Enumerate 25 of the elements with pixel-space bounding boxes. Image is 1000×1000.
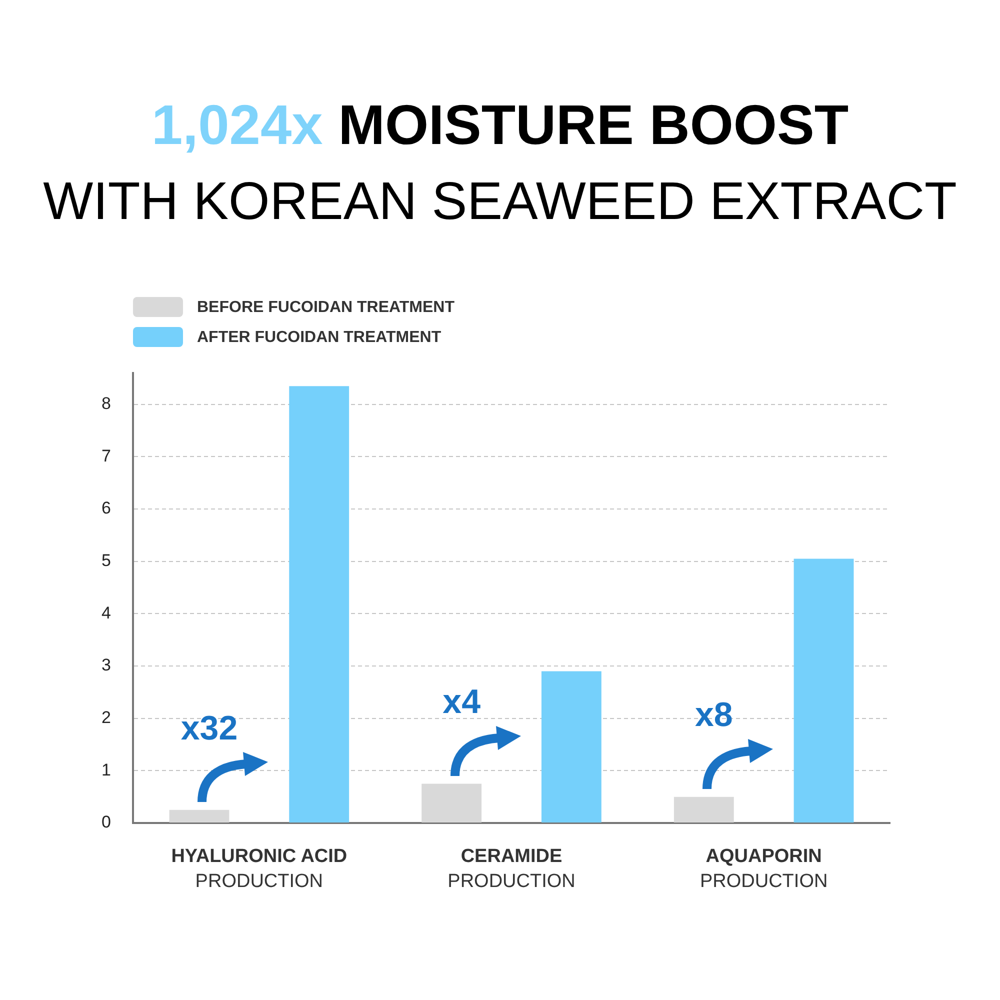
y-tick-label: 4 — [102, 603, 111, 622]
y-tick-label: 6 — [102, 498, 111, 518]
y-tick-label: 2 — [102, 708, 111, 728]
x-tick-label: HYALURONIC ACID PRODUCTION — [171, 846, 348, 892]
x-tick-label: CERAMIDE PRODUCTION — [448, 846, 576, 892]
annotation: x32 — [180, 709, 238, 748]
y-tick-label: 1 — [102, 760, 111, 780]
bar — [422, 784, 482, 822]
x-tick-label: AQUAPORIN PRODUCTION — [700, 846, 828, 892]
bar — [541, 671, 602, 822]
y-tick-label: 3 — [102, 656, 111, 675]
annotation: x8 — [694, 696, 733, 734]
chart-subtitle: WITH KOREAN SEAWEED EXTRACT — [42, 171, 958, 233]
bar — [674, 796, 734, 822]
chart-title: 1,024x MOISTURE BOOST — [150, 93, 850, 157]
legend-label: AFTER FUCOIDAN TREATMENT — [197, 328, 442, 346]
y-tick-label: 5 — [102, 551, 111, 570]
bar — [794, 558, 854, 822]
bar — [289, 386, 350, 822]
y-tick-label: 8 — [102, 394, 111, 414]
legend-label: BEFORE FUCOIDAN TREATMENT — [197, 298, 455, 316]
annotation: x4 — [442, 683, 481, 722]
bar — [169, 810, 230, 822]
y-tick-label: 7 — [102, 446, 111, 466]
y-tick-label: 0 — [102, 812, 111, 832]
